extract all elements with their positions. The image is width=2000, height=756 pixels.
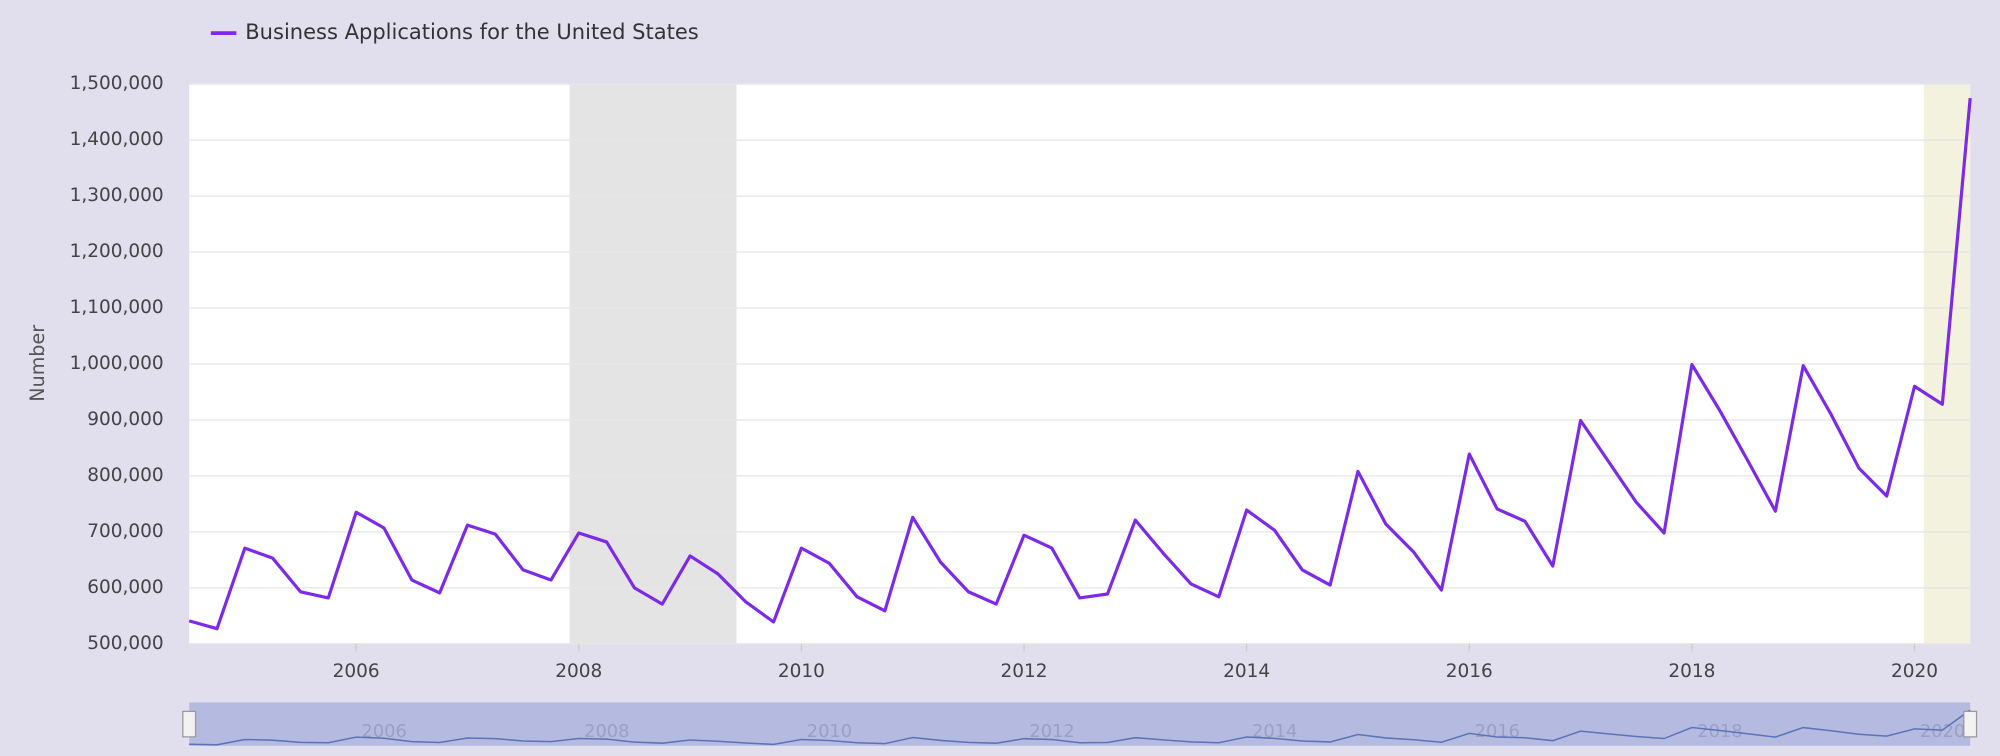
x-tick-label: 2008 (555, 661, 602, 682)
x-tick-label: 2016 (1446, 661, 1493, 682)
navigator-line (189, 709, 1971, 746)
legend-label[interactable]: Business Applications for the United Sta… (245, 19, 698, 44)
navigator-tick-label: 2020 (1920, 721, 1965, 742)
navigator-tick-label: 2012 (1029, 721, 1074, 742)
x-tick-label: 2018 (1668, 661, 1715, 682)
y-tick-label: 1,200,000 (70, 241, 164, 262)
series-line (188, 97, 1972, 631)
y-tick-label: 1,000,000 (70, 353, 164, 374)
navigator-handle[interactable] (182, 710, 197, 738)
y-tick-label: 800,000 (87, 465, 163, 486)
navigator-tick-label: 2016 (1475, 721, 1520, 742)
y-tick-label: 900,000 (87, 409, 163, 430)
x-tick-label: 2020 (1891, 661, 1938, 682)
y-tick-label: 1,300,000 (70, 185, 164, 206)
x-tick-label: 2006 (333, 661, 380, 682)
navigator-tick-label: 2008 (584, 721, 629, 742)
x-tick-label: 2012 (1001, 661, 1048, 682)
y-tick-label: 600,000 (87, 577, 163, 598)
y-tick-label: 1,100,000 (70, 297, 164, 318)
y-tick-label: 1,500,000 (70, 73, 164, 94)
navigator-handle[interactable] (1963, 710, 1978, 738)
navigator-tick-label: 2006 (362, 721, 407, 742)
x-tick-label: 2010 (778, 661, 825, 682)
x-tick-label: 2014 (1223, 661, 1270, 682)
y-tick-label: 500,000 (87, 633, 163, 654)
y-tick-label: 700,000 (87, 521, 163, 542)
navigator-tick-label: 2014 (1252, 721, 1297, 742)
y-axis-title: Number (26, 325, 49, 402)
y-tick-label: 1,400,000 (70, 129, 164, 150)
navigator-tick-label: 2010 (807, 721, 852, 742)
